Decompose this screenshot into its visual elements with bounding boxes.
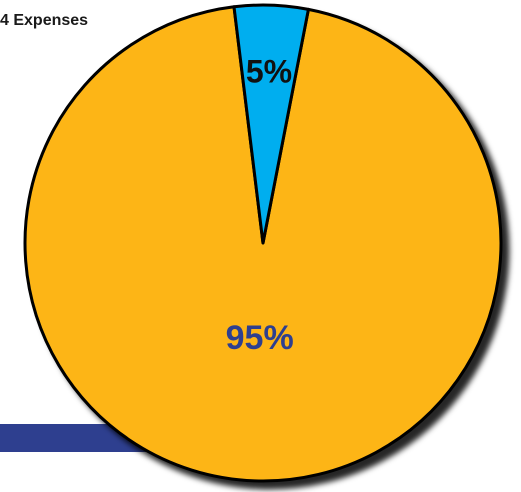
- data-label-95: 95%: [226, 319, 294, 357]
- pie-data-labels: 95% 5%: [226, 54, 294, 357]
- data-label-5: 5%: [246, 54, 292, 90]
- chart-title: 4 Expenses: [0, 12, 89, 29]
- pie-slice-5: [232, 3, 310, 245]
- pie-slices: [23, 3, 503, 483]
